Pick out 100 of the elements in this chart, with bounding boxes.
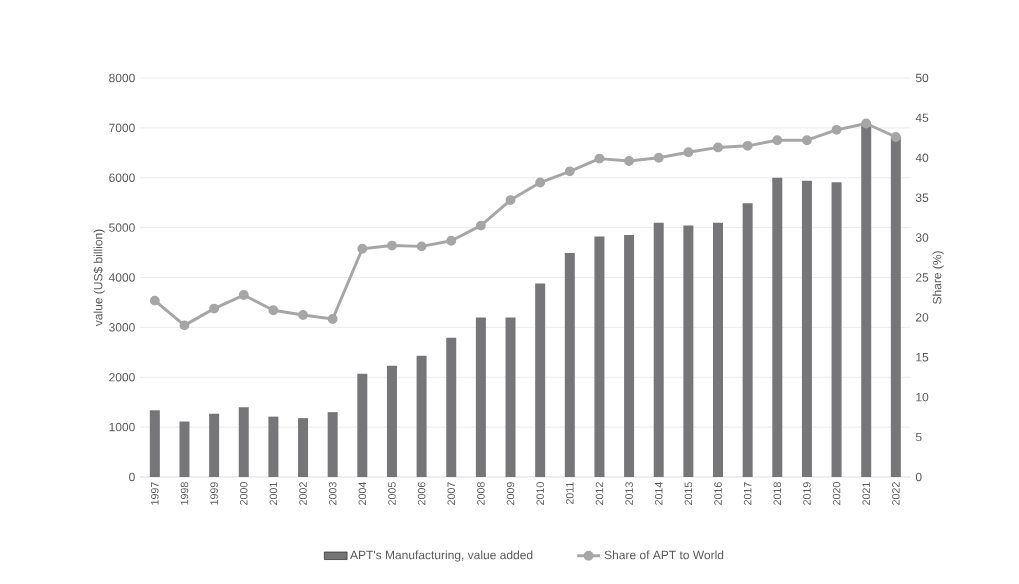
bar — [268, 416, 279, 477]
legend-label: Share of APT to World — [604, 550, 724, 560]
x-tick-label: 2011 — [566, 482, 574, 505]
point — [505, 195, 516, 206]
x-tick-label: 2016 — [714, 482, 722, 505]
y-tick-label: 0 — [129, 472, 135, 482]
bar — [861, 123, 872, 477]
point — [535, 177, 546, 188]
bar — [416, 355, 427, 477]
bar — [683, 225, 694, 477]
point — [446, 235, 457, 246]
point — [298, 310, 308, 320]
x-tick-label: 2012 — [595, 482, 604, 505]
y-tick-label: 3000 — [109, 323, 135, 332]
point — [772, 135, 783, 146]
point — [653, 152, 664, 163]
y2-tick-label: 5 — [915, 432, 922, 442]
point — [801, 135, 812, 146]
bar — [298, 418, 309, 477]
y2-tick-label: 20 — [915, 313, 929, 322]
y2-axis-title: Share (%) — [932, 251, 944, 304]
bar — [179, 421, 190, 477]
bar — [209, 413, 220, 477]
point — [742, 140, 753, 151]
point — [890, 132, 901, 142]
y2-tick-label: 45 — [915, 113, 929, 123]
x-tick-label: 2019 — [803, 482, 811, 505]
y2-tick-label: 35 — [915, 193, 929, 202]
x-tick-label: 2017 — [743, 482, 752, 505]
bar — [327, 412, 338, 477]
x-tick-label: 2018 — [773, 482, 782, 505]
x-tick-label: 2015 — [684, 482, 693, 505]
x-tick-label: 2020 — [832, 482, 841, 505]
y2-tick-label: 15 — [916, 353, 929, 362]
bar — [357, 373, 368, 477]
bar — [535, 283, 546, 477]
x-tick-label: 2021 — [862, 482, 870, 505]
x-tick-label: 2014 — [654, 482, 663, 505]
bar — [446, 337, 457, 477]
bar — [149, 410, 160, 477]
y-tick-label: 5000 — [109, 223, 135, 232]
x-tick-label: 2004 — [358, 482, 367, 505]
y-tick-label: 8000 — [109, 73, 135, 83]
point — [564, 166, 575, 177]
point — [475, 220, 486, 231]
legend-label: APT's Manufacturing, value added — [350, 550, 533, 562]
x-tick-label: 2022 — [892, 482, 900, 505]
bar — [386, 365, 397, 477]
point — [179, 320, 190, 331]
point — [624, 156, 635, 166]
bar — [742, 203, 753, 477]
bar — [653, 222, 664, 477]
x-tick-label: 2006 — [417, 482, 426, 505]
point — [683, 147, 694, 158]
y2-tick-label: 50 — [915, 73, 929, 83]
bar — [831, 182, 842, 477]
x-tick-label: 2005 — [388, 482, 396, 505]
y-tick-label: 4000 — [108, 273, 135, 282]
point — [268, 305, 279, 316]
x-tick-label: 2007 — [447, 482, 456, 505]
point — [713, 142, 723, 153]
x-tick-label: 2001 — [269, 482, 278, 505]
y-axis-title: value (US$ billion) — [93, 229, 105, 327]
bar — [594, 236, 605, 477]
bar — [890, 136, 901, 477]
point — [327, 314, 338, 324]
point — [238, 290, 249, 300]
bar — [772, 177, 783, 477]
bar — [801, 180, 812, 477]
point — [831, 124, 842, 135]
x-tick-label: 1998 — [180, 482, 189, 505]
point — [387, 240, 397, 251]
y2-tick-label: 30 — [915, 233, 929, 242]
point — [416, 241, 427, 252]
point — [594, 153, 605, 164]
x-tick-label: 2008 — [477, 482, 485, 505]
point — [861, 118, 872, 129]
x-tick-label: 2009 — [506, 482, 515, 505]
x-tick-label: 1999 — [210, 482, 218, 505]
y2-tick-label: 25 — [915, 273, 929, 282]
bar — [238, 407, 249, 477]
bar — [475, 317, 486, 477]
y-tick-label: 1000 — [109, 422, 135, 432]
x-tick-label: 1997 — [151, 482, 159, 505]
y2-tick-label: 10 — [916, 392, 929, 402]
bar — [505, 317, 516, 477]
bar — [624, 235, 635, 477]
point — [149, 295, 160, 306]
point — [209, 303, 220, 314]
y2-tick-label: 40 — [915, 153, 929, 163]
x-tick-label: 2013 — [625, 482, 633, 505]
x-tick-label: 2010 — [536, 482, 544, 505]
x-tick-label: 2000 — [239, 482, 248, 505]
y-tick-label: 7000 — [109, 123, 135, 133]
bar — [713, 222, 724, 477]
y-tick-label: 6000 — [109, 173, 135, 182]
x-tick-label: 2003 — [328, 482, 337, 505]
point — [357, 243, 368, 254]
x-tick-label: 2002 — [299, 482, 307, 505]
y2-tick-label: 0 — [915, 472, 922, 482]
